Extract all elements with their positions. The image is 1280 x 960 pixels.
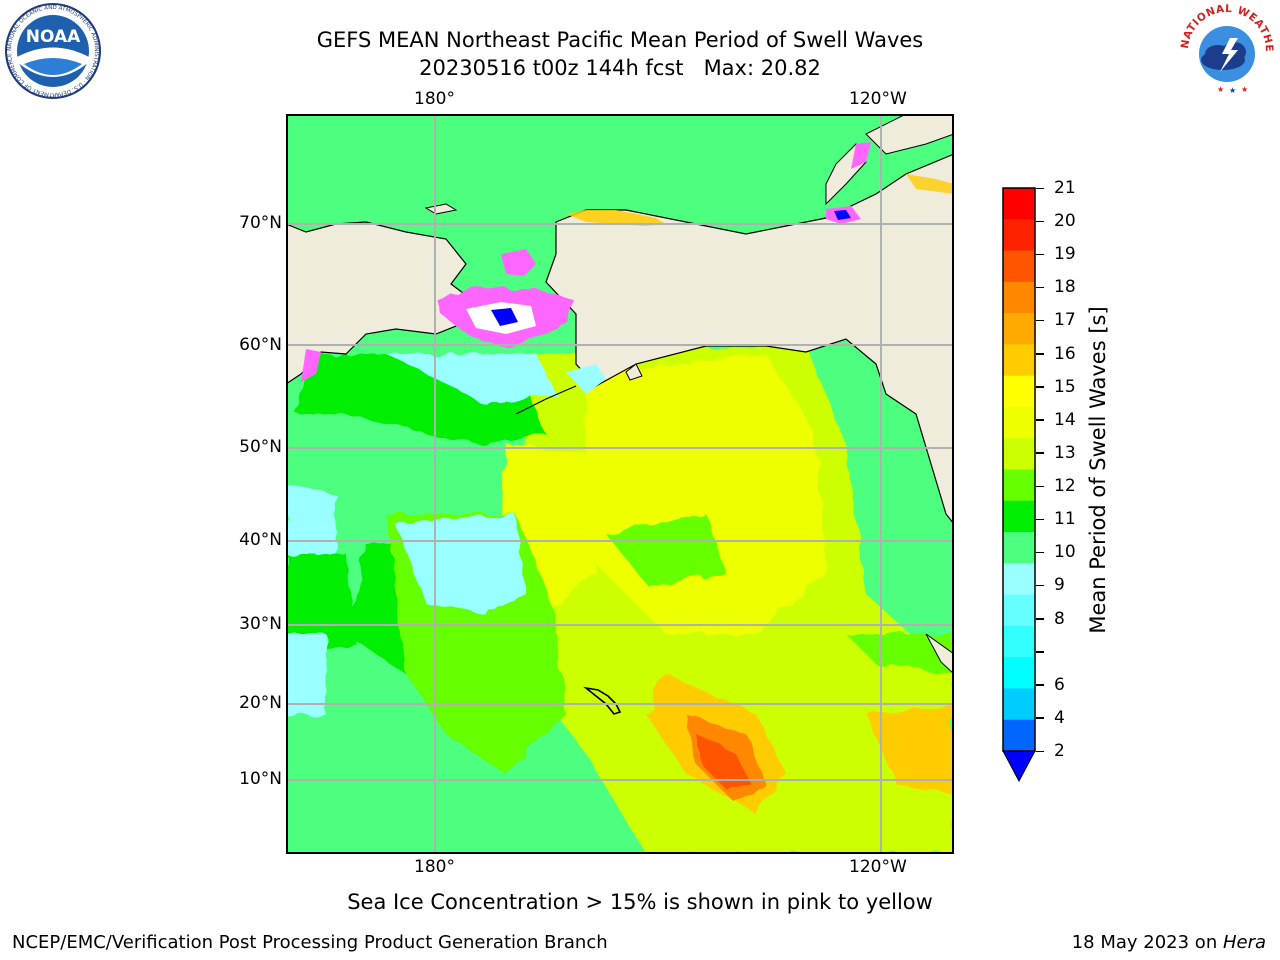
- colorbar-tick-mark: [1036, 187, 1044, 189]
- colorbar-segment: [1003, 375, 1035, 408]
- footer-credit: NCEP/EMC/Verification Post Processing Pr…: [12, 932, 608, 953]
- lat-label-70n: 70°N: [239, 213, 282, 233]
- colorbar-tick-mark: [1036, 651, 1044, 653]
- coast-alaska-peninsula: [515, 385, 577, 415]
- lat-label-30n: 30°N: [239, 614, 282, 634]
- colorbar-segment: [1003, 688, 1035, 721]
- lon-label-top-180: 180°: [414, 89, 455, 109]
- svg-text:★: ★: [1229, 86, 1236, 95]
- colorbar-tick-label: 4: [1054, 707, 1065, 728]
- colorbar-segment: [1003, 594, 1035, 627]
- colorbar-tick-mark: [1036, 485, 1044, 488]
- lat-label-20n: 20°N: [239, 693, 282, 713]
- colorbar-tick-mark: [1036, 220, 1044, 223]
- colorbar-tick-mark: [1036, 253, 1044, 256]
- colorbar-segment: [1003, 406, 1035, 439]
- colorbar-tick-mark: [1036, 750, 1044, 752]
- colorbar-tick-label: 21: [1054, 178, 1076, 198]
- noaa-logo-text: NOAA: [26, 27, 81, 47]
- swell-region-red: [696, 734, 751, 789]
- colorbar-tick-label: 12: [1054, 476, 1076, 497]
- colorbar-segment: [1003, 657, 1035, 689]
- footer-date: 18 May 2023 on Hera: [1072, 932, 1266, 953]
- colorbar-segment: [1003, 719, 1035, 752]
- colorbar-segment: [1003, 250, 1035, 283]
- swell-region-lightcyan-west: [286, 484, 336, 554]
- colorbar-segment: [1003, 188, 1035, 220]
- nws-logo: NATIONAL WEATHER SERVICE ★ ★ ★: [1174, 0, 1276, 100]
- colorbar-tick-mark: [1036, 518, 1044, 521]
- colorbar-tick-mark: [1036, 353, 1044, 355]
- swell-region-lightcyan: [396, 514, 526, 614]
- colorbar-tick-label: 17: [1054, 310, 1076, 331]
- colorbar-tick-label: 13: [1054, 442, 1076, 463]
- lat-label-10n: 10°N: [239, 769, 282, 789]
- land-wrangel-island: [424, 203, 458, 215]
- colorbar-segment: [1003, 532, 1035, 564]
- lat-label-60n: 60°N: [239, 335, 282, 355]
- svg-text:★: ★: [1241, 85, 1248, 94]
- swell-region-gold-east: [866, 704, 954, 794]
- colorbar-tick-label: 2: [1054, 741, 1065, 761]
- colorbar-tick-mark: [1036, 319, 1044, 322]
- colorbar-tick-label: 16: [1054, 343, 1076, 364]
- colorbar-segment: [1003, 625, 1035, 658]
- sea-ice-note: Sea Ice Concentration > 15% is shown in …: [347, 890, 933, 914]
- colorbar-tick-label: 19: [1054, 244, 1076, 265]
- colorbar-tick-mark: [1036, 684, 1044, 686]
- colorbar-tick-mark: [1036, 584, 1044, 587]
- lon-label-top-120w: 120°W: [849, 89, 907, 109]
- lat-label-40n: 40°N: [239, 530, 282, 550]
- lat-label-50n: 50°N: [239, 437, 282, 457]
- lon-label-bottom-180: 180°: [414, 857, 455, 877]
- colorbar-tick-label: 11: [1054, 509, 1076, 530]
- colorbar: [1002, 186, 1036, 786]
- swell-region-lightcyan-sw: [286, 634, 326, 714]
- colorbar-graphic: [1002, 187, 1036, 783]
- swell-region-green-west: [286, 554, 356, 654]
- colorbar-tick-label: 8: [1054, 608, 1065, 629]
- colorbar-tick-label: 6: [1054, 674, 1065, 695]
- colorbar-tick-label: 14: [1054, 409, 1076, 430]
- footer-date-text: 18 May 2023 on: [1071, 932, 1223, 953]
- colorbar-tick-label: 20: [1054, 211, 1076, 232]
- colorbar-segment: [1003, 344, 1035, 377]
- land-hawaii: [583, 686, 622, 715]
- colorbar-tick-mark: [1036, 551, 1044, 554]
- map-panel: [285, 113, 955, 854]
- colorbar-tick-mark: [1036, 452, 1044, 454]
- swell-region-cyan-north: [386, 354, 556, 404]
- colorbar-tick-mark: [1036, 419, 1044, 421]
- map-gridlines: [286, 114, 954, 854]
- noaa-logo: NOAA NATIONAL OCEANIC AND ATMOSPHERIC AD…: [4, 2, 102, 100]
- sea-ice-arctic: [301, 142, 954, 382]
- chart-title: GEFS MEAN Northeast Pacific Mean Period …: [316, 28, 924, 52]
- colorbar-tick-label: 10: [1054, 542, 1076, 563]
- lon-label-bottom-120w: 120°W: [849, 857, 907, 877]
- colorbar-tick-mark: [1036, 618, 1044, 620]
- colorbar-tick-label: 15: [1054, 376, 1076, 397]
- colorbar-segment: [1003, 438, 1035, 470]
- colorbar-segment: [1003, 500, 1035, 533]
- colorbar-segment: [1003, 563, 1035, 596]
- colorbar-tick-label: 18: [1054, 277, 1076, 298]
- footer-machine: Hera: [1222, 932, 1266, 953]
- colorbar-segment: [1003, 469, 1035, 502]
- chart-subtitle: 20230516 t00z 144h fcst Max: 20.82: [419, 56, 821, 80]
- colorbar-tick-label: 9: [1054, 575, 1065, 596]
- svg-text:★: ★: [1217, 85, 1224, 94]
- swell-region-lightgreen-mid: [606, 514, 726, 584]
- map-frame: [286, 114, 954, 854]
- colorbar-tick-mark: [1036, 286, 1044, 289]
- colorbar-segment: [1003, 313, 1035, 345]
- colorbar-segment: [1003, 281, 1035, 314]
- colorbar-tick-mark: [1036, 717, 1044, 719]
- land-kodiak-island: [625, 363, 643, 381]
- sea-ice-bering: [436, 249, 606, 394]
- swell-region-lightgreen-east: [846, 634, 954, 674]
- colorbar-tick-mark: [1036, 386, 1044, 388]
- colorbar-frame: [1002, 187, 1036, 752]
- colorbar-segment: [1003, 219, 1035, 252]
- colorbar-extend-arrow: [1002, 750, 1036, 783]
